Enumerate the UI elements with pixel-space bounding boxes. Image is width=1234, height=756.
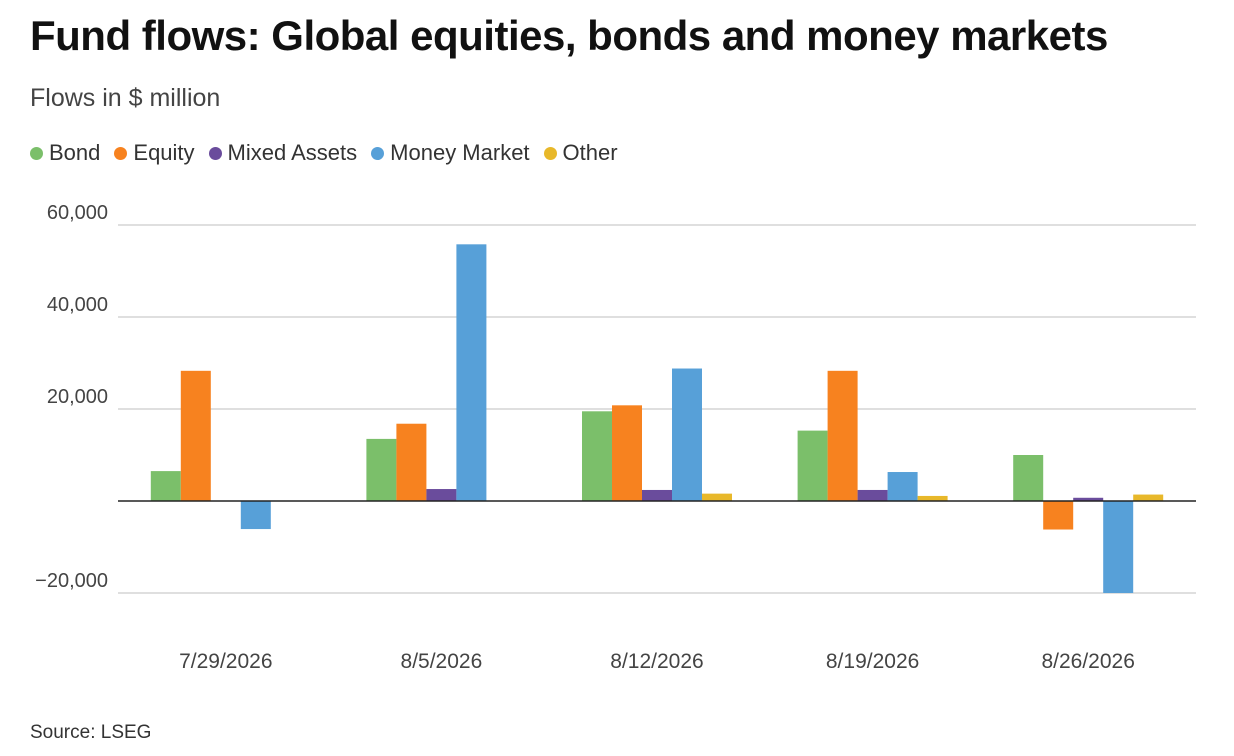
x-tick-label: 7/29/2026 <box>179 650 272 673</box>
legend-item: Money Market <box>371 140 530 166</box>
x-tick-label: 8/5/2026 <box>401 650 483 673</box>
legend-item: Bond <box>30 140 100 166</box>
x-tick-label: 8/26/2026 <box>1041 650 1134 673</box>
bar <box>366 438 397 501</box>
x-tick-label: 8/12/2026 <box>610 650 703 673</box>
bar <box>1103 501 1134 593</box>
bar <box>1073 497 1104 501</box>
legend-swatch <box>371 146 385 160</box>
bar <box>612 405 642 501</box>
bar-chart: −20,000 20,000 40,000 60,000 7/29/2026 8/5/20… <box>35 202 1196 673</box>
legend-label: Money Market <box>390 140 530 165</box>
bar <box>1133 494 1164 501</box>
x-tick-label: 8/19/2026 <box>826 650 919 673</box>
bar <box>887 472 918 501</box>
bar <box>797 430 828 501</box>
bar <box>426 489 457 501</box>
bar <box>672 368 702 501</box>
legend-label: Bond <box>49 140 101 165</box>
legend-swatch <box>114 146 128 160</box>
y-tick-label: −20,000 <box>35 570 108 592</box>
chart-legend: Bond Equity Mixed Assets Money Market Other <box>30 140 632 166</box>
chart-title: Fund flows: Global equities, bonds and m… <box>30 12 1108 59</box>
bar <box>917 495 948 501</box>
legend-swatch <box>543 146 557 160</box>
bar <box>642 489 672 501</box>
bar <box>180 370 211 501</box>
bar <box>150 471 181 501</box>
legend-item: Other <box>543 140 618 166</box>
y-tick-label: 20,000 <box>47 386 108 408</box>
y-tick-label: 40,000 <box>47 294 108 316</box>
bar <box>1013 455 1044 501</box>
bar <box>240 501 271 530</box>
legend-swatch <box>30 146 43 160</box>
bar <box>456 244 487 501</box>
legend-item: Equity <box>114 140 195 166</box>
legend-label: Other <box>562 140 618 165</box>
legend-label: Mixed Assets <box>227 140 358 165</box>
legend-swatch <box>208 146 222 160</box>
bar <box>702 493 732 501</box>
bar <box>857 489 888 501</box>
bar <box>1043 501 1074 530</box>
chart-subtitle: Flows in $ million <box>30 84 221 112</box>
bar <box>582 411 612 501</box>
legend-label: Equity <box>133 140 195 165</box>
bar <box>396 423 427 501</box>
legend-item: Mixed Assets <box>208 140 358 166</box>
bar <box>827 370 858 501</box>
source-note: Source: LSEG <box>30 722 152 743</box>
y-tick-label: 60,000 <box>47 202 108 224</box>
